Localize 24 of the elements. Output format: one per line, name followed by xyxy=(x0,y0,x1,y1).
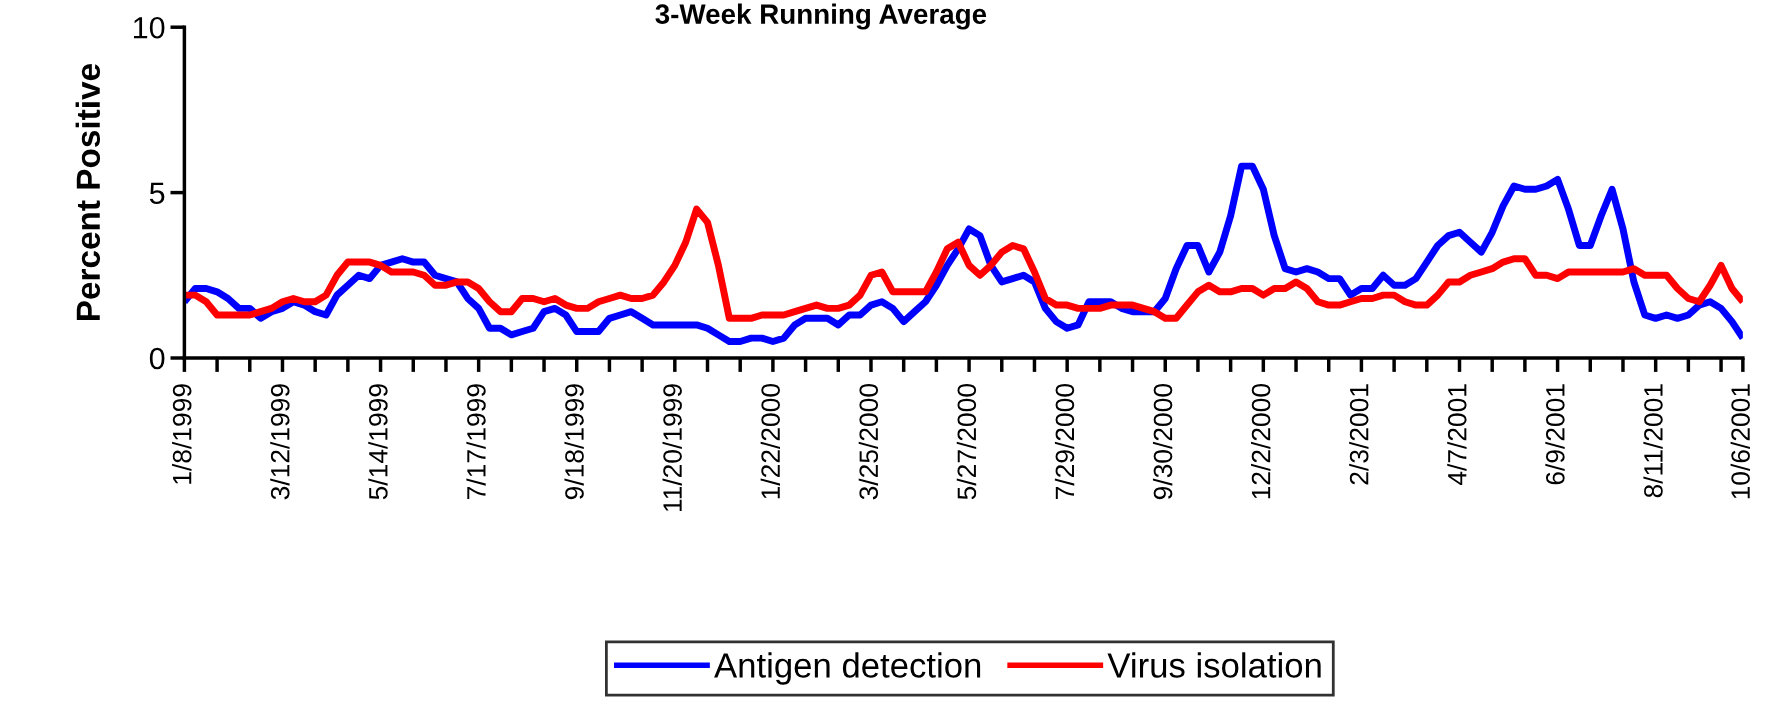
legend-label: Virus isolation xyxy=(1107,652,1321,678)
x-tick-label: 2/3/2001 xyxy=(1349,384,1369,485)
x-tick-label: 7/17/1999 xyxy=(466,384,486,500)
x-tick-label: 5/14/1999 xyxy=(368,384,388,500)
x-tick-label: 10/6/2001 xyxy=(1730,384,1750,499)
x-tick-label: 9/30/2000 xyxy=(1152,384,1173,500)
y-tick-label: 10 xyxy=(133,16,165,39)
legend-label: Antigen detection xyxy=(714,652,981,685)
x-tick-label: 3/12/1999 xyxy=(270,384,290,500)
x-tick-label: 7/29/2000 xyxy=(1054,384,1075,500)
x-tick-label: 8/11/2001 xyxy=(1643,384,1663,498)
x-tick-label: 12/2/2000 xyxy=(1251,384,1271,499)
x-tick-label: 5/27/2000 xyxy=(956,384,977,500)
x-tick-label: 1/8/1999 xyxy=(172,384,192,484)
x-tick-label: 11/20/1999 xyxy=(662,384,682,512)
y-tick-label: 0 xyxy=(149,347,165,370)
y-tick-label: 5 xyxy=(149,182,165,204)
x-tick-label: 4/7/2001 xyxy=(1447,384,1467,486)
y-axis-title: Percent Positive xyxy=(75,64,101,321)
chart-title: 3-Week Running Average xyxy=(655,3,987,30)
x-tick-label: 1/22/2000 xyxy=(760,384,780,499)
x-tick-label: 9/18/1999 xyxy=(564,384,584,500)
x-tick-label: 3/25/2000 xyxy=(858,384,879,500)
x-tick-label: 6/9/2001 xyxy=(1545,384,1565,485)
